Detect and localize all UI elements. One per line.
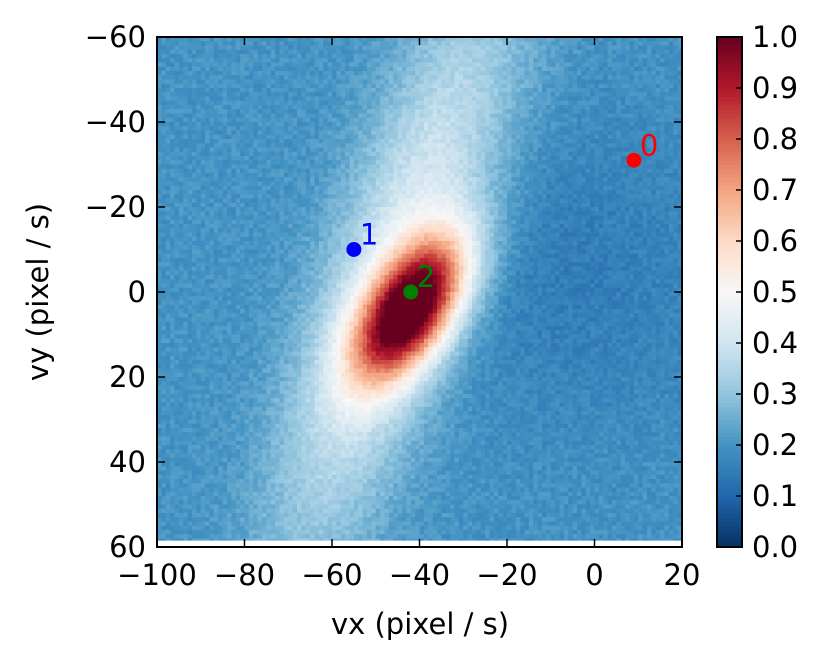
y-tick-label: −40 xyxy=(85,105,146,139)
colorbar-tick-label: 1.0 xyxy=(752,20,798,54)
colorbar-tick-label: 0.0 xyxy=(752,530,798,564)
y-tick-label: 40 xyxy=(109,445,146,479)
y-tick-label: 20 xyxy=(109,360,146,394)
x-tick-label: −40 xyxy=(389,558,450,592)
colorbar-tick-label: 0.3 xyxy=(752,377,798,411)
colorbar-tick-label: 0.7 xyxy=(752,173,798,207)
colorbar-tick-label: 0.8 xyxy=(752,122,798,156)
y-tick-label: −60 xyxy=(85,20,146,54)
colorbar-tick-label: 0.6 xyxy=(752,224,798,258)
colorbar-tick-label: 0.4 xyxy=(752,326,798,360)
x-axis-label: vx (pixel / s) xyxy=(331,607,509,641)
colorbar-tick-label: 0.9 xyxy=(752,71,798,105)
y-tick-label: −20 xyxy=(85,190,146,224)
x-tick-label: −100 xyxy=(117,558,197,592)
x-tick-label: 20 xyxy=(664,558,701,592)
x-tick-label: −80 xyxy=(214,558,275,592)
colorbar-tick-label: 0.2 xyxy=(752,428,798,462)
colorbar xyxy=(717,37,742,548)
x-axis-ticks: −100 −80 −60 −40 −20 0 20 xyxy=(117,37,700,592)
point-label-2: 2 xyxy=(417,260,435,294)
point-0 xyxy=(626,152,642,168)
point-1 xyxy=(346,242,362,257)
scatter-points: 0 1 2 xyxy=(346,128,658,300)
colorbar-tick-label: 0.1 xyxy=(752,479,798,513)
colorbar-ticks: 0.0 0.1 0.2 0.3 0.4 0.5 0.6 0.7 0.8 0.9 1.0 xyxy=(736,20,798,564)
point-label-0: 0 xyxy=(640,128,658,162)
y-axis-label: vy (pixel / s) xyxy=(21,203,55,381)
x-tick-label: −60 xyxy=(301,558,362,592)
colorbar-tick-label: 0.5 xyxy=(752,275,798,309)
point-2 xyxy=(403,284,419,300)
y-tick-label: 60 xyxy=(109,530,146,564)
x-tick-label: 0 xyxy=(585,558,603,592)
point-label-1: 1 xyxy=(360,218,378,252)
x-tick-label: −20 xyxy=(476,558,537,592)
y-tick-label: 0 xyxy=(128,275,146,309)
